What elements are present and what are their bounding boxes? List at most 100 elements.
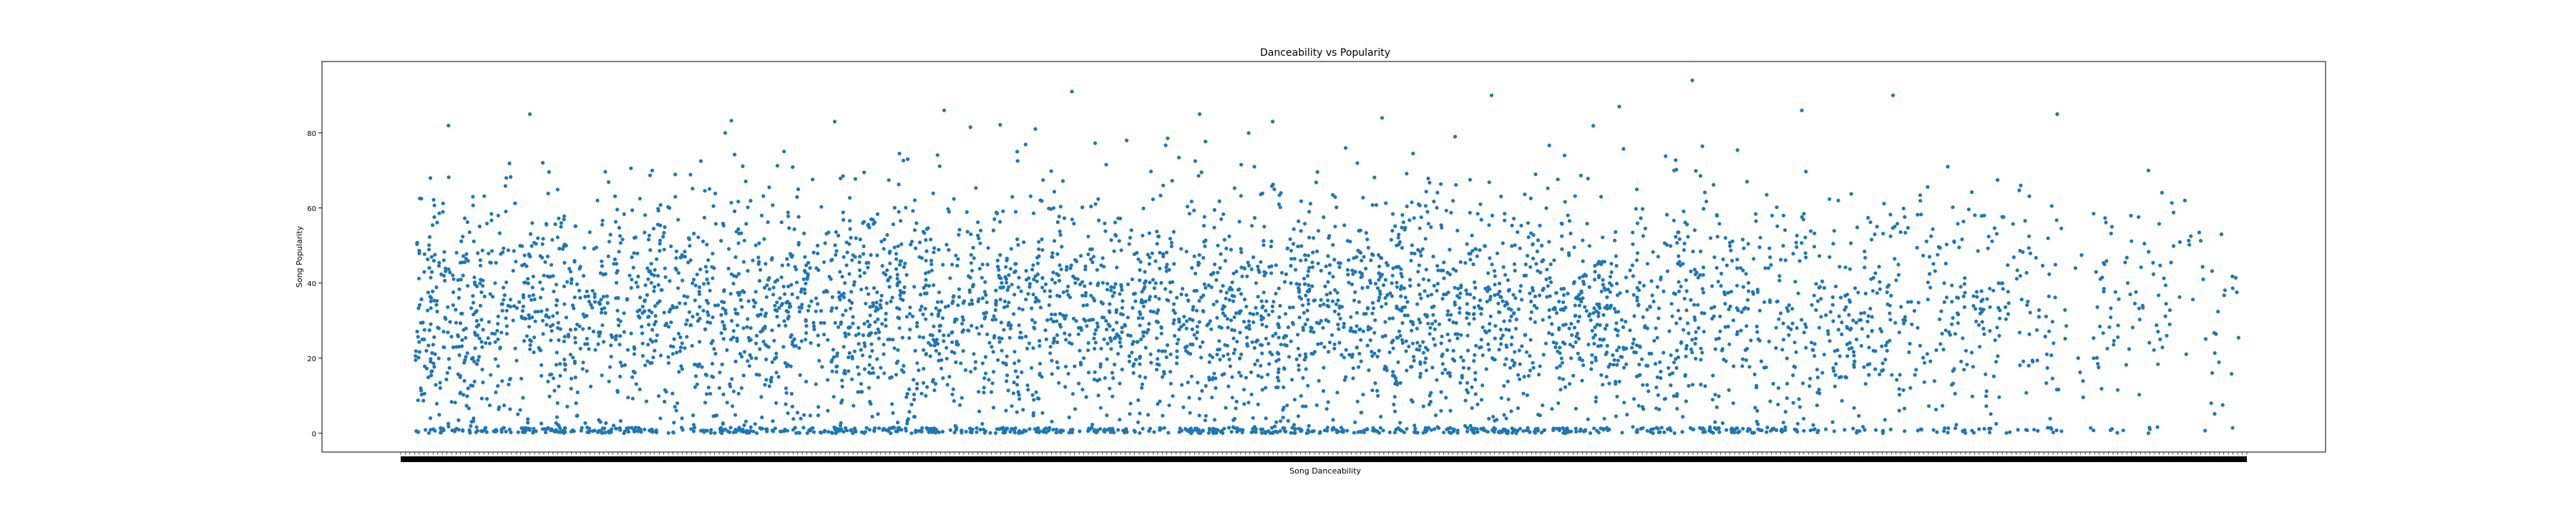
scatter-point [1840,398,1844,403]
scatter-point [1531,256,1536,260]
scatter-point [1405,368,1409,373]
scatter-point [1613,238,1617,242]
scatter-point [1518,246,1522,250]
scatter-point [1566,251,1571,255]
scatter-point [1614,230,1618,234]
scatter-point [1442,293,1446,297]
scatter-point [655,257,659,261]
scatter-point [1838,376,1842,380]
scatter-point [688,244,692,248]
scatter-point [1322,302,1326,306]
scatter-point [1435,264,1440,268]
scatter-point [647,323,651,327]
scatter-point [573,327,578,331]
scatter-point [693,363,697,367]
scatter-point [897,210,901,214]
scatter-point [1007,320,1011,325]
scatter-point [1325,426,1330,430]
scatter-point [738,298,743,302]
scatter-point [1786,325,1790,330]
scatter-point [1291,305,1295,310]
scatter-point [703,401,708,405]
scatter-point [1412,430,1417,434]
scatter-point [1222,237,1226,242]
scatter-point [555,350,559,355]
scatter-point [1385,261,1389,265]
scatter-point [2099,386,2104,391]
scatter-point [1093,346,1097,351]
scatter-point [1465,391,1470,395]
scatter-point [487,403,492,408]
scatter-point [1267,265,1272,269]
scatter-point [650,168,655,172]
scatter-point [1997,395,2001,399]
scatter-point [1237,287,1241,291]
scatter-point [1311,352,1315,356]
scatter-point [1169,381,1173,386]
scatter-point [551,376,556,381]
scatter-point [1165,343,1170,348]
scatter-point [790,253,794,258]
scatter-point [590,288,595,293]
scatter-point [692,426,697,430]
scatter-point [708,431,713,435]
scatter-point [1256,373,1260,378]
scatter-point [1473,285,1478,290]
scatter-point [591,329,596,334]
scatter-point [1916,325,1920,330]
scatter-point [924,249,929,253]
scatter-point [1672,431,1677,436]
scatter-point [1770,213,1775,217]
scatter-point [1518,426,1522,431]
scatter-point [2011,255,2016,260]
scatter-point [2146,431,2151,436]
scatter-point [1675,406,1679,411]
scatter-point [1387,430,1392,435]
scatter-point [514,358,519,363]
scatter-point [1673,292,1677,296]
scatter-point [683,255,688,259]
scatter-point [1632,314,1636,318]
scatter-point [1157,297,1161,301]
scatter-point [1699,383,1703,387]
scatter-point [1128,412,1132,416]
scatter-point [1614,327,1618,332]
scatter-point [946,304,950,308]
scatter-point [2109,225,2114,229]
scatter-point [676,286,680,290]
scatter-point [1736,308,1740,313]
scatter-point [1347,280,1351,285]
scatter-point [1562,153,1567,157]
scatter-point [1448,374,1453,378]
scatter-point [632,251,636,255]
scatter-point [869,252,873,258]
scatter-point [525,334,530,338]
scatter-point [704,298,709,303]
scatter-point [603,170,608,174]
scatter-point [822,260,826,265]
scatter-point [1189,374,1194,378]
scatter-point [1883,418,1887,422]
scatter-point [1488,314,1493,318]
scatter-point [1468,258,1473,262]
scatter-point [1106,282,1110,286]
scatter-point [613,220,618,224]
scatter-point [1567,219,1572,223]
scatter-point [1008,267,1013,271]
scatter-point [1055,252,1060,256]
scatter-point [1486,285,1491,290]
scatter-point [1599,195,1604,199]
scatter-point [1927,404,1931,408]
scatter-point [1391,338,1395,343]
scatter-point [607,240,612,244]
scatter-point [1079,328,1083,333]
scatter-point [467,230,472,235]
scatter-point [1297,219,1301,223]
scatter-point [1451,348,1455,353]
scatter-point [1885,290,1889,295]
scatter-point [1161,413,1165,418]
scatter-point [1744,358,1748,363]
scatter-point [1208,319,1212,323]
scatter-point [1058,325,1063,329]
scatter-point [1032,398,1036,402]
